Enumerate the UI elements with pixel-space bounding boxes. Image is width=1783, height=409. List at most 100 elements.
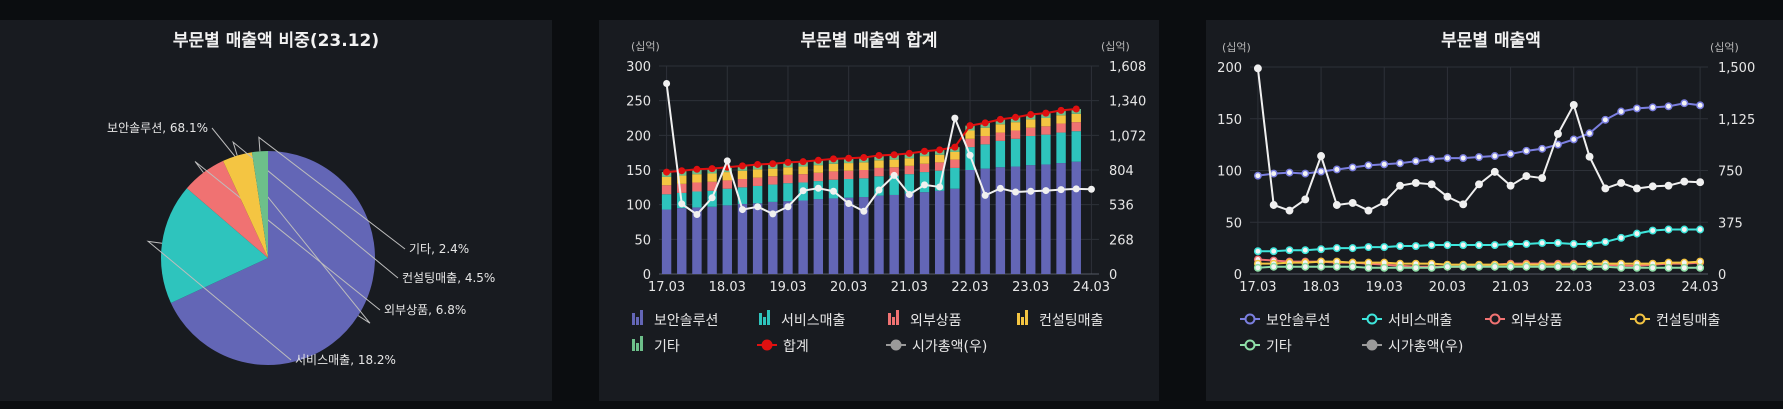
x-tick-label: 20.03: [1429, 280, 1466, 295]
legend-icon: [890, 339, 902, 351]
market-cap-point: [829, 187, 837, 195]
total-point: [708, 165, 716, 173]
series-point: [1664, 263, 1673, 272]
legend-icon: [1489, 313, 1501, 325]
series-point: [1680, 99, 1689, 108]
legend-icon: [896, 310, 899, 325]
pie-label: 외부상품, 6.8%: [384, 303, 466, 317]
series-point: [1427, 263, 1436, 272]
y2-tick-label: 1,500: [1718, 61, 1755, 76]
chart-title: 부문별 매출액 합계: [801, 30, 938, 51]
x-tick-label: 17.03: [648, 280, 685, 295]
bar-segment: [752, 169, 763, 178]
total-point: [1057, 106, 1065, 114]
series-point: [1427, 180, 1436, 189]
series-point: [1601, 237, 1610, 246]
series-point: [1664, 102, 1673, 111]
series-point: [1696, 225, 1705, 234]
total-point: [1042, 109, 1050, 117]
series-point: [1490, 167, 1499, 176]
bar-segment: [692, 207, 702, 274]
bar-segment: [692, 191, 702, 208]
series-point: [1648, 103, 1657, 112]
bar-segment: [843, 170, 854, 180]
series-point: [1396, 159, 1404, 168]
y2-tick-label: 536: [1109, 199, 1134, 214]
series-point: [1253, 247, 1262, 256]
series-point: [1632, 104, 1641, 113]
series-point: [1696, 178, 1705, 187]
bar-segment: [980, 136, 990, 145]
x-tick-label: 24.03: [1073, 280, 1110, 295]
bar-segment: [722, 172, 732, 181]
legend-icon: [763, 317, 766, 325]
bar-segment: [692, 182, 702, 192]
legend-label: 기타: [654, 339, 680, 355]
y-tick-label: 50: [634, 233, 651, 248]
legend-icon: [1366, 339, 1378, 351]
series-point: [1569, 101, 1578, 109]
y-tick-label: 0: [643, 268, 651, 283]
bar-segment: [752, 177, 763, 186]
series-point: [1506, 149, 1515, 158]
bar-segment: [1010, 130, 1021, 139]
legend-icon: [636, 317, 639, 325]
bar-segment: [859, 197, 869, 274]
legend-icon: [1366, 313, 1378, 325]
bar-segment: [737, 187, 748, 204]
bar-segment: [859, 162, 869, 170]
bar-segment: [995, 124, 1006, 133]
total-point: [663, 168, 671, 176]
bar-segment: [889, 194, 899, 274]
x-tick-label: 23.03: [1618, 280, 1655, 295]
total-point: [845, 154, 853, 162]
series-point: [1585, 240, 1594, 248]
bar-segment: [661, 209, 672, 274]
series-point: [1680, 225, 1689, 234]
legend-label: 컨설팅매출: [1656, 313, 1721, 329]
series-point: [1459, 200, 1468, 209]
bar-segment: [934, 170, 945, 191]
series-point: [1285, 246, 1294, 255]
legend-label: 시가총액(우): [1388, 339, 1463, 355]
bar-segment: [995, 132, 1006, 141]
total-point: [799, 158, 807, 166]
y2-tick-label: 804: [1109, 164, 1134, 179]
legend-label: 시가총액(우): [912, 339, 987, 355]
bar-segment: [934, 162, 945, 171]
market-cap-point: [1057, 186, 1065, 194]
series-point: [1601, 184, 1610, 193]
bar-segment: [661, 176, 672, 186]
bar-segment: [919, 156, 930, 164]
series-point: [1332, 201, 1341, 209]
bar-segment: [828, 171, 839, 180]
series-point: [1459, 241, 1468, 249]
series-point: [1427, 241, 1436, 249]
y2-tick-label: 375: [1718, 216, 1743, 231]
series-point: [1617, 263, 1626, 272]
bar-segment: [1026, 119, 1036, 128]
total-point: [1012, 113, 1020, 121]
bar-segment: [980, 127, 990, 137]
total-point: [981, 119, 989, 127]
line-chart: 부문별 매출액 0 50 100 150 200 0 375 750 1,125 1,500 17.0…: [1217, 31, 1755, 355]
series-point: [1411, 263, 1420, 272]
bar-segment: [1056, 163, 1066, 274]
bar-segment: [661, 185, 672, 195]
y-tick-label: 150: [1217, 113, 1242, 128]
series-point: [1632, 184, 1641, 193]
pie-leader-line: [232, 140, 399, 279]
market-cap-point: [784, 203, 792, 211]
bar-segment: [889, 159, 899, 168]
legend-icon: [632, 313, 635, 325]
series-point: [1332, 262, 1341, 271]
legend-icon: [767, 310, 770, 325]
series-point: [1317, 245, 1326, 254]
bar-segment: [828, 163, 839, 172]
bar-segment: [798, 200, 808, 274]
pie-chart: 부문별 매출액 비중(23.12) 보안솔루션, 68.1% 서비스매출, 18.2…: [107, 31, 495, 367]
x-tick-label: 17.03: [1239, 280, 1276, 295]
series-point: [1396, 242, 1404, 251]
bar-segment: [874, 167, 884, 177]
market-cap-point: [678, 200, 686, 208]
